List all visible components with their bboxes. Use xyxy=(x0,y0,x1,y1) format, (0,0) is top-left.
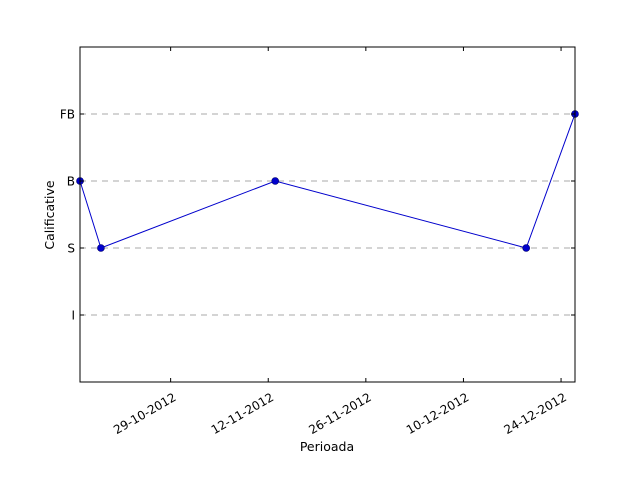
x-axis-label: Perioada xyxy=(300,439,354,454)
data-point xyxy=(97,244,105,252)
y-tick-label: B xyxy=(67,175,75,189)
grid-lines xyxy=(80,113,575,316)
y-tick-label: FB xyxy=(60,108,75,122)
y-tick-label: I xyxy=(71,309,75,323)
plot-frame xyxy=(79,46,576,383)
data-point xyxy=(522,244,530,252)
data-point xyxy=(271,177,280,185)
y-tick-label: S xyxy=(67,242,75,256)
y-axis-label: Calificative xyxy=(42,180,57,250)
y-axis-ticks: I S B FB xyxy=(60,108,575,323)
